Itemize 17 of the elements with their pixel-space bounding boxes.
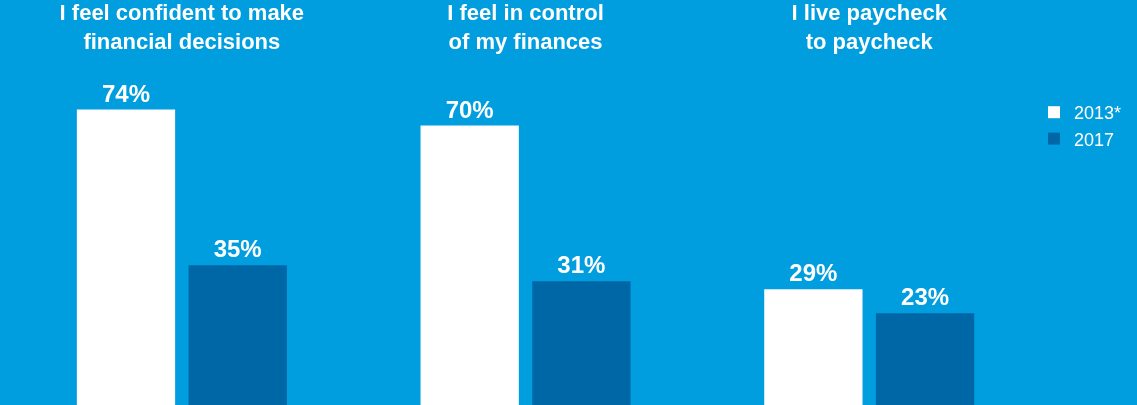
x-tick-label: I feel in control of my finances — [447, 0, 604, 54]
data-label: 29% — [789, 259, 838, 287]
x-tick-label: I feel confident to make financial decisions — [59, 0, 305, 54]
bar — [764, 289, 863, 405]
bar — [420, 125, 519, 405]
bar — [188, 265, 287, 405]
legend-label: 2013* — [1074, 103, 1122, 124]
data-label: 74% — [101, 79, 151, 107]
legend-label: 2017 — [1074, 129, 1115, 150]
bar — [76, 109, 176, 405]
bar — [875, 313, 975, 405]
x-tick-label: I live paycheck to paycheck — [791, 0, 948, 54]
data-label: 23% — [901, 283, 950, 311]
data-label: 70% — [445, 95, 494, 123]
data-label: 31% — [557, 251, 606, 279]
bar — [532, 281, 631, 405]
data-label: 35% — [213, 235, 262, 263]
